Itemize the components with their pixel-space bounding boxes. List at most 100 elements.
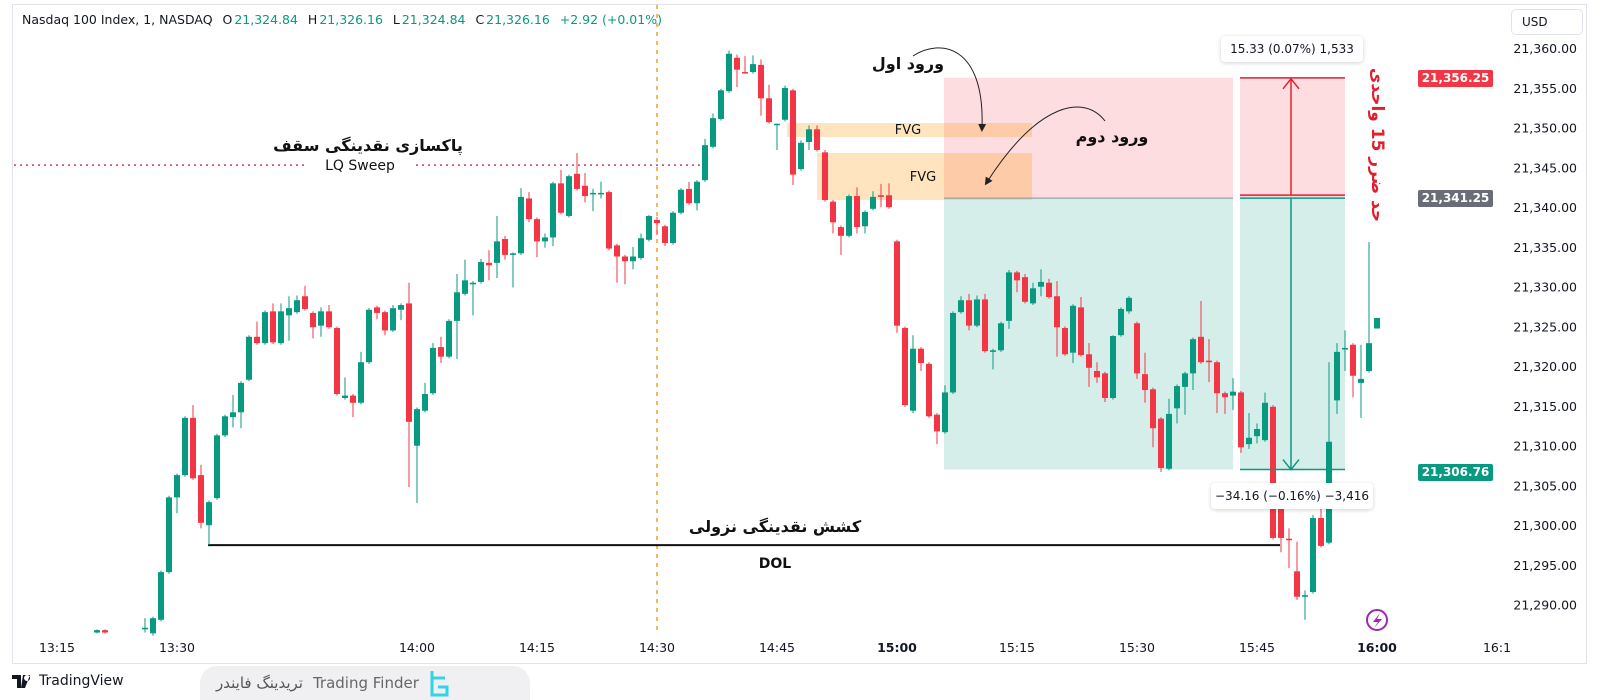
price-tick-label: 21,295.00 (1513, 558, 1577, 573)
candle-body (318, 311, 324, 326)
candle (198, 464, 204, 529)
candle (158, 570, 164, 622)
high-label: H (307, 12, 318, 27)
candle (1134, 321, 1140, 379)
candle (350, 394, 356, 418)
candle-body (1046, 282, 1052, 298)
candle (854, 187, 860, 234)
price-tick-label: 21,335.00 (1513, 240, 1577, 255)
candle-body (822, 152, 828, 201)
tradingview-logo[interactable]: TradingView (12, 673, 124, 689)
candle-body (598, 192, 604, 195)
price-axis[interactable]: 21,360.00 21,355.00 21,350.00 21,345.00 21,3… (1513, 41, 1577, 613)
high-value: 21,326.16 (319, 12, 383, 27)
candle-body (102, 630, 108, 633)
candle-body (1014, 272, 1020, 281)
candle-body (342, 395, 348, 399)
candle (182, 416, 188, 477)
candle-body (198, 475, 204, 523)
candle (1046, 278, 1052, 299)
candle-body (246, 336, 252, 380)
candle-body (1126, 297, 1132, 312)
candle (1358, 344, 1364, 418)
candle-body (1054, 296, 1060, 328)
candle (430, 343, 436, 395)
entry1-arrow-icon (912, 47, 987, 132)
candle (534, 217, 540, 258)
candle-body (998, 323, 1004, 351)
candle (374, 305, 380, 320)
candle-body (766, 98, 772, 123)
open-value: 21,324.84 (234, 12, 298, 27)
candle (398, 303, 404, 321)
candle-body (94, 630, 100, 633)
candle (1374, 318, 1380, 329)
candle-body (742, 72, 748, 74)
candle (566, 174, 572, 218)
candle-body (878, 195, 884, 197)
candle (862, 210, 868, 234)
candle-body (1062, 328, 1068, 355)
candle-body (926, 363, 932, 417)
candle-body (302, 296, 308, 309)
lightning-icon[interactable] (1366, 609, 1388, 631)
candle-body (206, 502, 212, 526)
candle (806, 125, 812, 150)
candle-body (1134, 323, 1140, 374)
candle (1038, 269, 1044, 297)
candle-body (294, 300, 300, 313)
currency-button[interactable]: USD (1511, 9, 1583, 35)
candle (390, 304, 396, 333)
candle (310, 311, 316, 339)
candle (238, 381, 244, 429)
candle-body (662, 226, 668, 243)
candle-body (750, 64, 756, 73)
price-tick-label: 21,300.00 (1513, 518, 1577, 533)
tradingview-text: TradingView (39, 673, 124, 689)
candle-body (1174, 386, 1180, 409)
close-label: C (475, 12, 485, 27)
candle-body (814, 129, 820, 150)
candle (734, 54, 740, 88)
price-tick-label: 21,310.00 (1513, 439, 1577, 454)
candle-body (270, 311, 276, 343)
candle (214, 433, 220, 500)
candle-body (150, 618, 156, 634)
candle (654, 216, 660, 236)
candle (582, 173, 588, 203)
candle (246, 335, 252, 382)
candle-body (1102, 373, 1108, 399)
price-tick-label: 21,325.00 (1513, 319, 1577, 334)
candle (966, 293, 972, 331)
candle (102, 629, 108, 634)
low-value: 21,324.84 (401, 12, 466, 27)
candle (366, 308, 372, 364)
candle (94, 629, 100, 634)
symbol-name[interactable]: Nasdaq 100 Index, 1, NASDAQ (22, 12, 213, 27)
candle (790, 88, 796, 185)
candle (1350, 343, 1356, 398)
candle-body (798, 142, 804, 170)
candle-body (1262, 402, 1268, 441)
candle (814, 125, 820, 152)
risk-tooltip: 15.33 (0.07%) 1,533 (1221, 36, 1363, 62)
candle (670, 211, 676, 245)
candle-body (390, 308, 396, 331)
price-tick-label: 21,355.00 (1513, 81, 1577, 96)
candle (358, 351, 364, 405)
candle (1110, 335, 1116, 400)
time-axis[interactable]: 13:15 13:30 14:00 14:15 14:30 14:45 15:00 15:15… (39, 640, 1511, 655)
candle (1278, 506, 1284, 553)
candle-body (278, 311, 284, 344)
candle-body (678, 189, 684, 213)
stop-loss-text: حد ضرر 15 واحدی (1367, 68, 1387, 222)
price-tick-label: 21,345.00 (1513, 160, 1577, 175)
candle (766, 84, 772, 124)
candle (646, 215, 652, 242)
stop-price-label: 21,356.25 (1418, 70, 1493, 88)
candle (414, 407, 420, 503)
chart-frame[interactable] (12, 4, 1587, 664)
target-zone (944, 198, 1233, 470)
time-tick-label: 14:45 (759, 640, 795, 655)
